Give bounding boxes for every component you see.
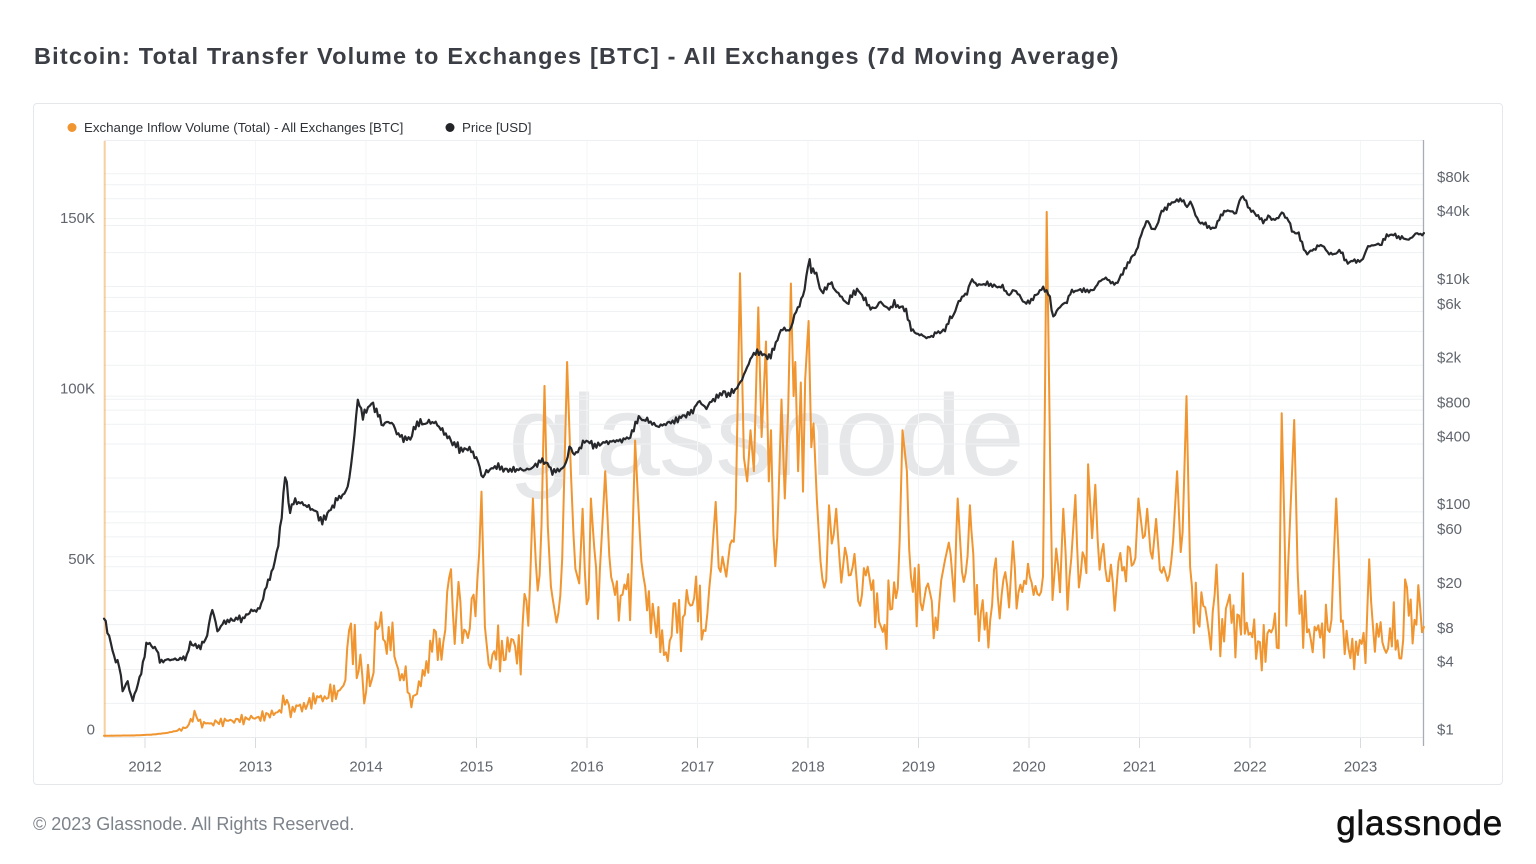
svg-text:$6k: $6k xyxy=(1437,296,1462,313)
svg-text:$60: $60 xyxy=(1437,521,1462,538)
svg-text:2013: 2013 xyxy=(239,759,272,776)
svg-text:$40k: $40k xyxy=(1437,203,1470,220)
svg-text:2015: 2015 xyxy=(460,759,493,776)
svg-text:2017: 2017 xyxy=(681,759,714,776)
svg-text:2023: 2023 xyxy=(1344,759,1377,776)
svg-text:2012: 2012 xyxy=(128,759,161,776)
svg-text:$20: $20 xyxy=(1437,575,1462,592)
svg-text:$400: $400 xyxy=(1437,428,1470,445)
svg-text:$8: $8 xyxy=(1437,620,1454,637)
svg-text:$1: $1 xyxy=(1437,722,1454,739)
svg-text:2019: 2019 xyxy=(902,759,935,776)
svg-text:0: 0 xyxy=(87,722,95,739)
svg-text:$100: $100 xyxy=(1437,496,1470,513)
svg-text:Exchange Inflow Volume (Total): Exchange Inflow Volume (Total) - All Exc… xyxy=(84,120,403,135)
svg-text:2014: 2014 xyxy=(349,759,382,776)
svg-text:$4: $4 xyxy=(1437,654,1454,671)
svg-text:$800: $800 xyxy=(1437,394,1470,411)
svg-text:100K: 100K xyxy=(60,380,95,397)
svg-text:50K: 50K xyxy=(68,551,95,568)
svg-text:2020: 2020 xyxy=(1012,759,1045,776)
svg-text:2018: 2018 xyxy=(791,759,824,776)
svg-text:2016: 2016 xyxy=(570,759,603,776)
svg-text:$10k: $10k xyxy=(1437,271,1470,288)
svg-text:$2k: $2k xyxy=(1437,350,1462,367)
svg-text:2021: 2021 xyxy=(1123,759,1156,776)
svg-text:$80k: $80k xyxy=(1437,169,1470,186)
svg-text:Price [USD]: Price [USD] xyxy=(462,120,531,135)
svg-text:150K: 150K xyxy=(60,210,95,227)
svg-text:2022: 2022 xyxy=(1233,759,1266,776)
